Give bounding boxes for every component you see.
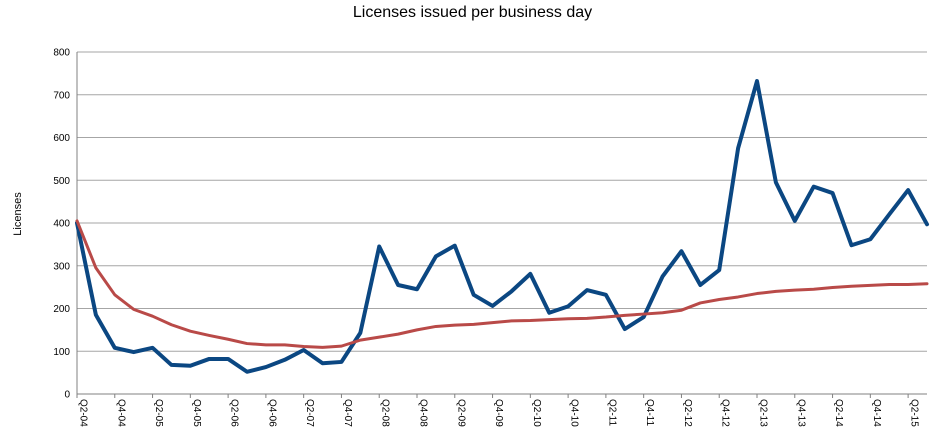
- x-tick-label: Q2-14: [833, 399, 844, 427]
- x-tick-label: Q4-08: [418, 399, 429, 427]
- x-tick-label: Q4-09: [493, 399, 504, 427]
- gridlines: [77, 51, 927, 352]
- x-tick-label: Q2-09: [455, 399, 466, 427]
- y-tick-label: 200: [53, 304, 70, 315]
- x-tick-label: Q4-07: [342, 399, 353, 427]
- x-tick-label: Q2-05: [153, 399, 164, 427]
- series-line-2: [75, 219, 929, 349]
- x-tick-label: Q4-11: [644, 399, 655, 426]
- x-tick-label: Q2-04: [78, 399, 89, 427]
- x-tick-label: Q4-04: [115, 399, 126, 427]
- x-tick-label: Q4-12: [720, 399, 731, 427]
- y-tick-label: 700: [53, 90, 70, 101]
- x-tick-label: Q4-14: [871, 399, 882, 427]
- x-tick-label: Q2-06: [229, 399, 240, 427]
- y-tick-label: 400: [53, 219, 70, 230]
- y-axis-ticks: 0 100 200 300 400 500 600 700 800: [53, 48, 70, 401]
- y-tick-label: 600: [53, 133, 70, 144]
- x-tick-label: Q4-10: [569, 399, 580, 427]
- x-tick-label: Q2-10: [531, 399, 542, 427]
- y-tick-label: 0: [64, 390, 70, 401]
- y-tick-label: 300: [53, 261, 70, 272]
- x-tick-label: Q4-05: [191, 399, 202, 427]
- x-tick-label: Q2-07: [304, 399, 315, 427]
- x-tick-label: Q2-08: [380, 399, 391, 427]
- series-lines: [75, 79, 929, 374]
- x-tick-label: Q4-06: [266, 399, 277, 427]
- y-tick-label: 100: [53, 347, 70, 358]
- x-tick-label: Q2-12: [682, 399, 693, 427]
- y-tick-label: 500: [53, 176, 70, 187]
- x-tick-label: Q2-13: [758, 399, 769, 427]
- chart-title: Licenses issued per business day: [352, 4, 593, 21]
- x-tick-label: Q2-11: [606, 399, 617, 426]
- y-tick-label: 800: [53, 48, 70, 59]
- x-tick-label: Q4-13: [795, 399, 806, 427]
- series-line-1: [75, 79, 929, 374]
- x-tick-label: Q2-15: [909, 399, 920, 427]
- x-axis-ticks: Q2-04 Q4-04 Q2-05 Q4-05 Q2-06 Q4-06 Q2-07 Q4-07…: [76, 394, 920, 427]
